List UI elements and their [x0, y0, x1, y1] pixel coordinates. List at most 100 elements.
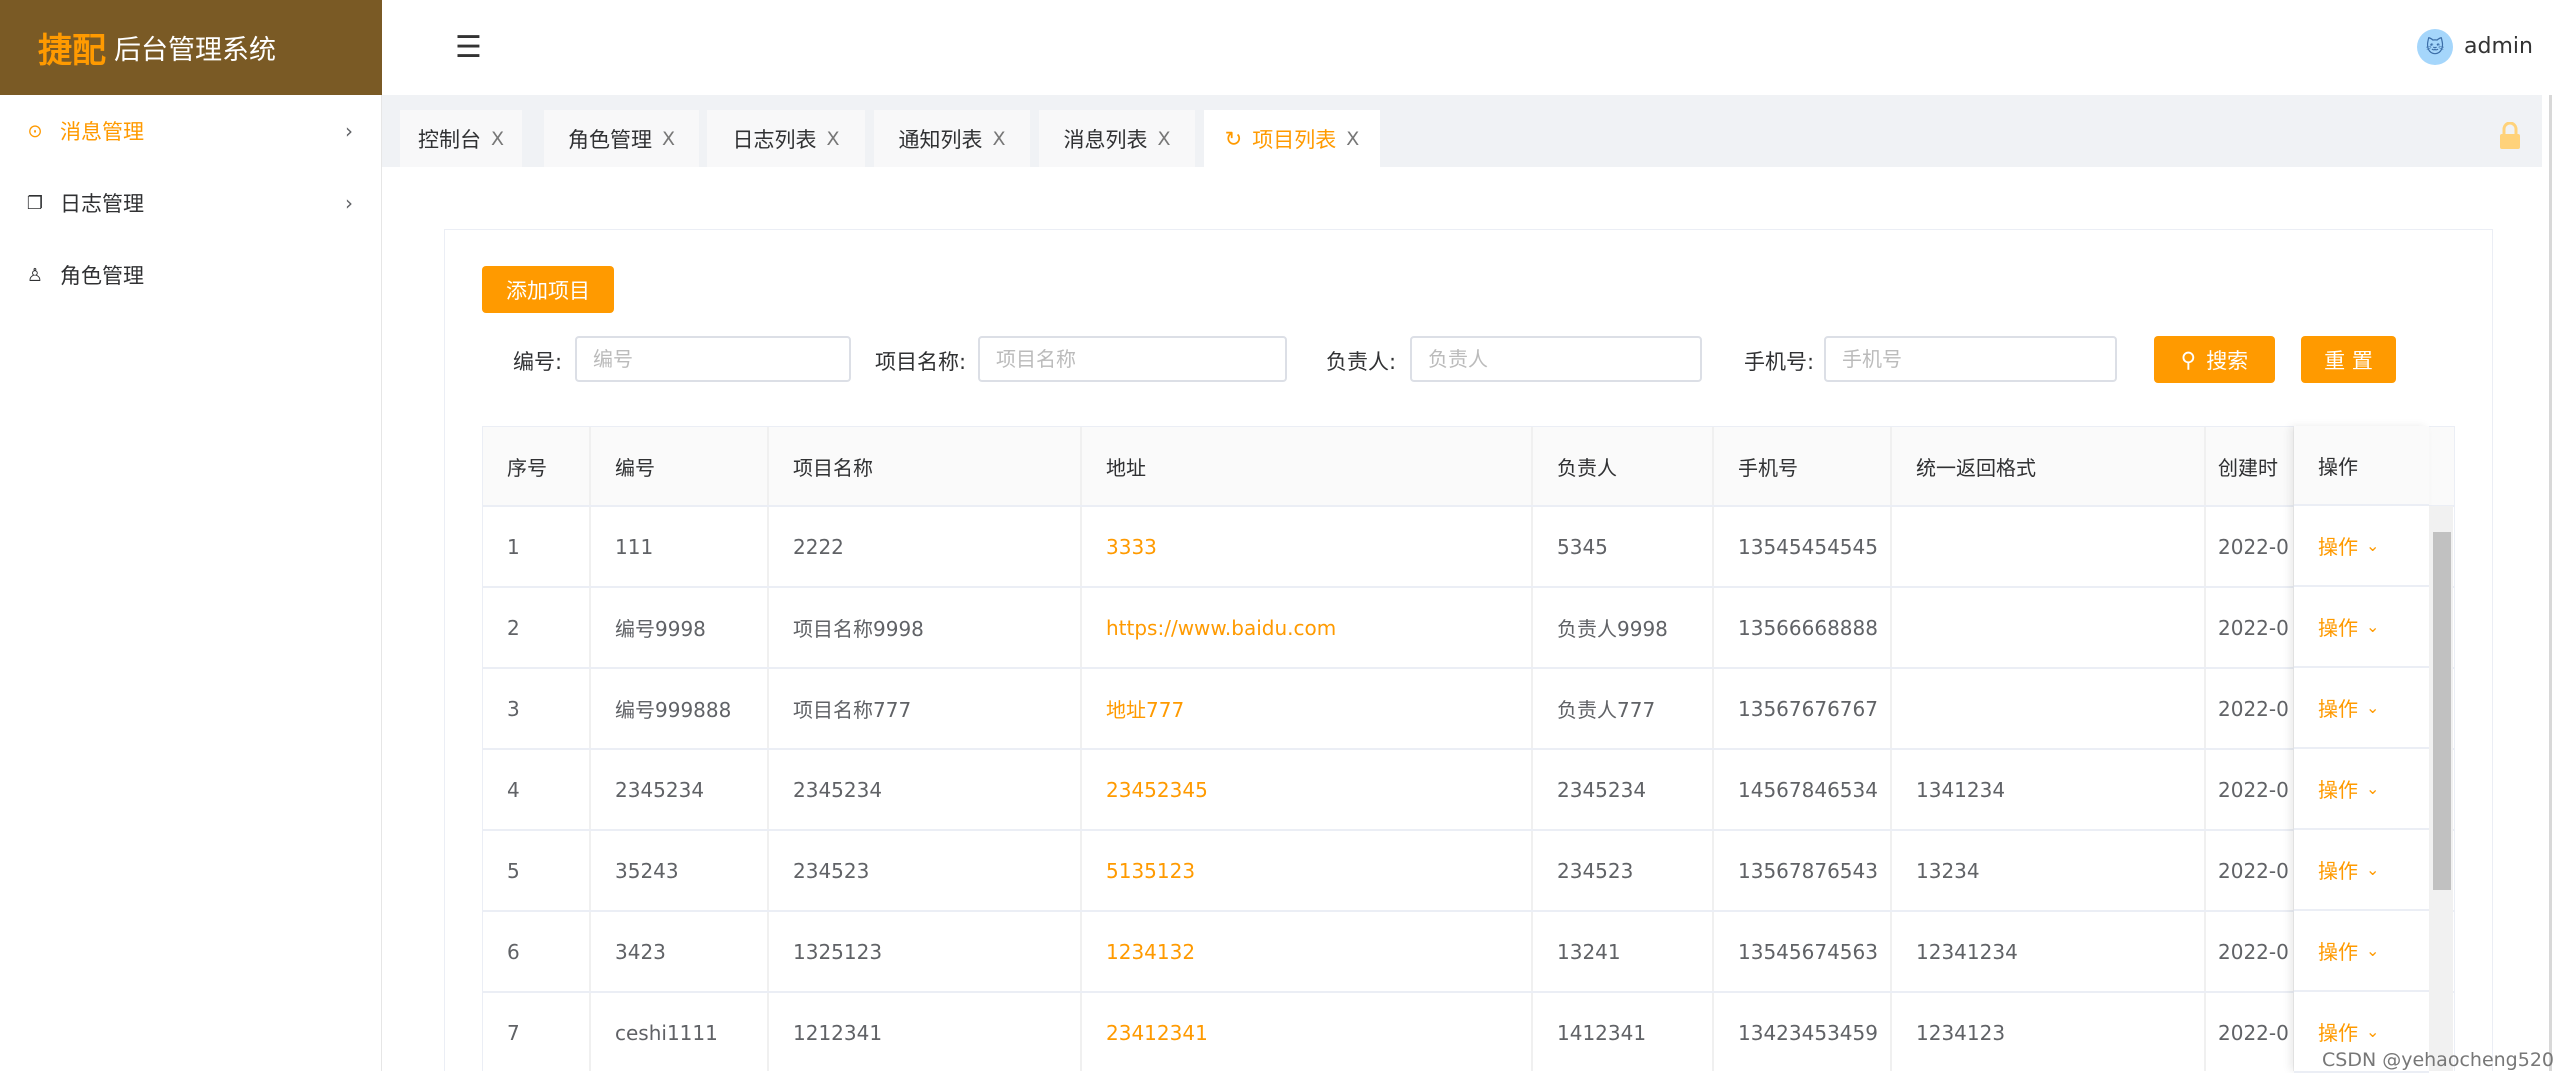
address-link[interactable]: 3333: [1082, 507, 1533, 586]
address-link[interactable]: 5135123: [1082, 831, 1533, 910]
close-icon[interactable]: X: [992, 127, 1006, 150]
owner-input[interactable]: [1410, 336, 1702, 382]
cell-owner: 负责人777: [1533, 669, 1714, 748]
cell-owner: 234523: [1533, 831, 1714, 910]
action-label: 操作: [2318, 616, 2358, 640]
table-row: 操作 ⌄: [2294, 506, 2429, 587]
chevron-down-icon: ⌄: [2366, 617, 2380, 636]
row-action-dropdown[interactable]: 操作 ⌄: [2294, 992, 2429, 1071]
page-scrollbar[interactable]: [2549, 95, 2552, 1071]
row-action-dropdown[interactable]: 操作 ⌄: [2294, 911, 2429, 990]
row-action-dropdown[interactable]: 操作 ⌄: [2294, 668, 2429, 747]
phone-input[interactable]: [1824, 336, 2117, 382]
column-header-phone[interactable]: 手机号: [1714, 427, 1892, 505]
tab-projects[interactable]: ↻ 项目列表 X: [1204, 110, 1380, 167]
table-scrollbar-thumb[interactable]: [2433, 532, 2451, 890]
column-header-name[interactable]: 项目名称: [769, 427, 1082, 505]
cell-index: 3: [483, 669, 591, 748]
row-action-dropdown[interactable]: 操作 ⌄: [2294, 587, 2429, 666]
cell-format: [1892, 669, 2206, 748]
cell-id: 编号9998: [591, 588, 769, 667]
add-project-button[interactable]: 添加项目: [482, 266, 614, 313]
cell-owner: 2345234: [1533, 750, 1714, 829]
table-row: 操作 ⌄: [2294, 749, 2429, 830]
search-icon: ⚲: [2180, 347, 2197, 372]
cell-format: 13234: [1892, 831, 2206, 910]
column-header-index[interactable]: 序号: [483, 427, 591, 505]
tab-logs[interactable]: 日志列表 X: [707, 110, 865, 167]
table-row: 操作 ⌄: [2294, 668, 2429, 749]
row-action-dropdown[interactable]: 操作 ⌄: [2294, 830, 2429, 909]
table-row: 5 35243 234523 5135123 234523 13567876543 1323…: [483, 831, 2454, 912]
cell-created: 2022-0: [2206, 750, 2295, 829]
tab-bar: [382, 95, 2542, 167]
cell-created: 2022-0: [2206, 669, 2295, 748]
table-row: 操作 ⌄: [2294, 911, 2429, 992]
tab-notices[interactable]: 通知列表 X: [874, 110, 1030, 167]
project-name-input[interactable]: [978, 336, 1287, 382]
table-row: 操作 ⌄: [2294, 587, 2429, 668]
table-header-row: 操作: [2294, 426, 2429, 506]
cell-phone: 14567846534: [1714, 750, 1892, 829]
id-input[interactable]: [575, 336, 851, 382]
close-icon[interactable]: X: [1346, 127, 1360, 150]
filter-label-id: 编号:: [513, 350, 563, 374]
cell-phone: 13567876543: [1714, 831, 1892, 910]
top-header: [382, 0, 2561, 95]
collapse-menu-icon[interactable]: ☰: [455, 30, 482, 65]
tab-roles[interactable]: 角色管理 X: [544, 110, 699, 167]
reset-button[interactable]: 重 置: [2301, 336, 2396, 383]
sidebar-item-roles[interactable]: ♙ 角色管理: [0, 239, 381, 311]
table-row: 6 3423 1325123 1234132 13241 13545674563 12341…: [483, 912, 2454, 993]
chevron-right-icon: ›: [345, 191, 353, 215]
row-action-dropdown[interactable]: 操作 ⌄: [2294, 749, 2429, 828]
logo: 捷配 后台管理系统: [0, 0, 382, 95]
sidebar: ⊙ 消息管理 › ❐ 日志管理 › ♙ 角色管理: [0, 95, 382, 1071]
close-icon[interactable]: X: [1157, 127, 1171, 150]
watermark: CSDN @yehaocheng520: [2322, 1049, 2554, 1071]
cell-name: 项目名称9998: [769, 588, 1082, 667]
avatar[interactable]: 🐱: [2417, 29, 2453, 65]
column-header-address[interactable]: 地址: [1082, 427, 1533, 505]
cell-name: 项目名称777: [769, 669, 1082, 748]
chevron-down-icon: ⌄: [2366, 536, 2380, 555]
cell-format: 12341234: [1892, 912, 2206, 991]
cell-owner: 1412341: [1533, 993, 1714, 1071]
cell-format: [1892, 507, 2206, 586]
row-action-dropdown[interactable]: 操作 ⌄: [2294, 506, 2429, 585]
cell-name: 2222: [769, 507, 1082, 586]
cell-format: [1892, 588, 2206, 667]
close-icon[interactable]: X: [490, 127, 505, 150]
address-link[interactable]: https://www.baidu.com: [1082, 588, 1533, 667]
filter-label-name: 项目名称:: [875, 350, 967, 374]
lock-icon[interactable]: [2499, 122, 2521, 150]
column-header-format[interactable]: 统一返回格式: [1892, 427, 2206, 505]
chevron-down-icon: ⌄: [2366, 779, 2380, 798]
close-icon[interactable]: X: [826, 127, 840, 150]
tab-label: 日志列表: [732, 127, 817, 152]
sidebar-item-logs[interactable]: ❐ 日志管理 ›: [0, 167, 381, 239]
column-header-created[interactable]: 创建时: [2206, 427, 2295, 505]
cell-phone: 13545674563: [1714, 912, 1892, 991]
table-row: 操作 ⌄: [2294, 830, 2429, 911]
column-header-owner[interactable]: 负责人: [1533, 427, 1714, 505]
chevron-right-icon: ›: [345, 119, 353, 143]
column-header-id[interactable]: 编号: [591, 427, 769, 505]
address-link[interactable]: 1234132: [1082, 912, 1533, 991]
cell-id: ceshi1111: [591, 993, 769, 1071]
tab-messages[interactable]: 消息列表 X: [1039, 110, 1195, 167]
sidebar-item-messages[interactable]: ⊙ 消息管理 ›: [0, 95, 381, 167]
refresh-icon[interactable]: ↻: [1224, 126, 1243, 151]
address-link[interactable]: 23452345: [1082, 750, 1533, 829]
address-link[interactable]: 地址777: [1082, 669, 1533, 748]
tab-label: 消息列表: [1063, 127, 1148, 152]
username[interactable]: admin: [2464, 34, 2533, 59]
search-label: 搜索: [2206, 348, 2249, 373]
tab-dashboard[interactable]: 控制台 X: [400, 110, 522, 167]
search-button[interactable]: ⚲ 搜索: [2154, 336, 2275, 383]
address-link[interactable]: 23412341: [1082, 993, 1533, 1071]
close-icon[interactable]: X: [661, 127, 676, 150]
document-icon: ❐: [26, 192, 44, 214]
table-row: 7 ceshi1111 1212341 23412341 1412341 13423453…: [483, 993, 2454, 1071]
filter-label-phone: 手机号:: [1744, 350, 1815, 374]
